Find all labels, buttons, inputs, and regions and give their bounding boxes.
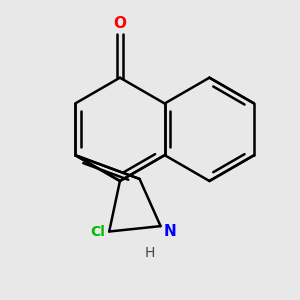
Text: N: N [163,224,176,238]
Text: Cl: Cl [90,224,105,239]
Text: H: H [145,246,155,260]
Text: O: O [113,16,126,31]
